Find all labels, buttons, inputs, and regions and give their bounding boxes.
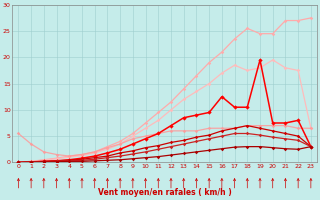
- X-axis label: Vent moyen/en rafales ( km/h ): Vent moyen/en rafales ( km/h ): [98, 188, 231, 197]
